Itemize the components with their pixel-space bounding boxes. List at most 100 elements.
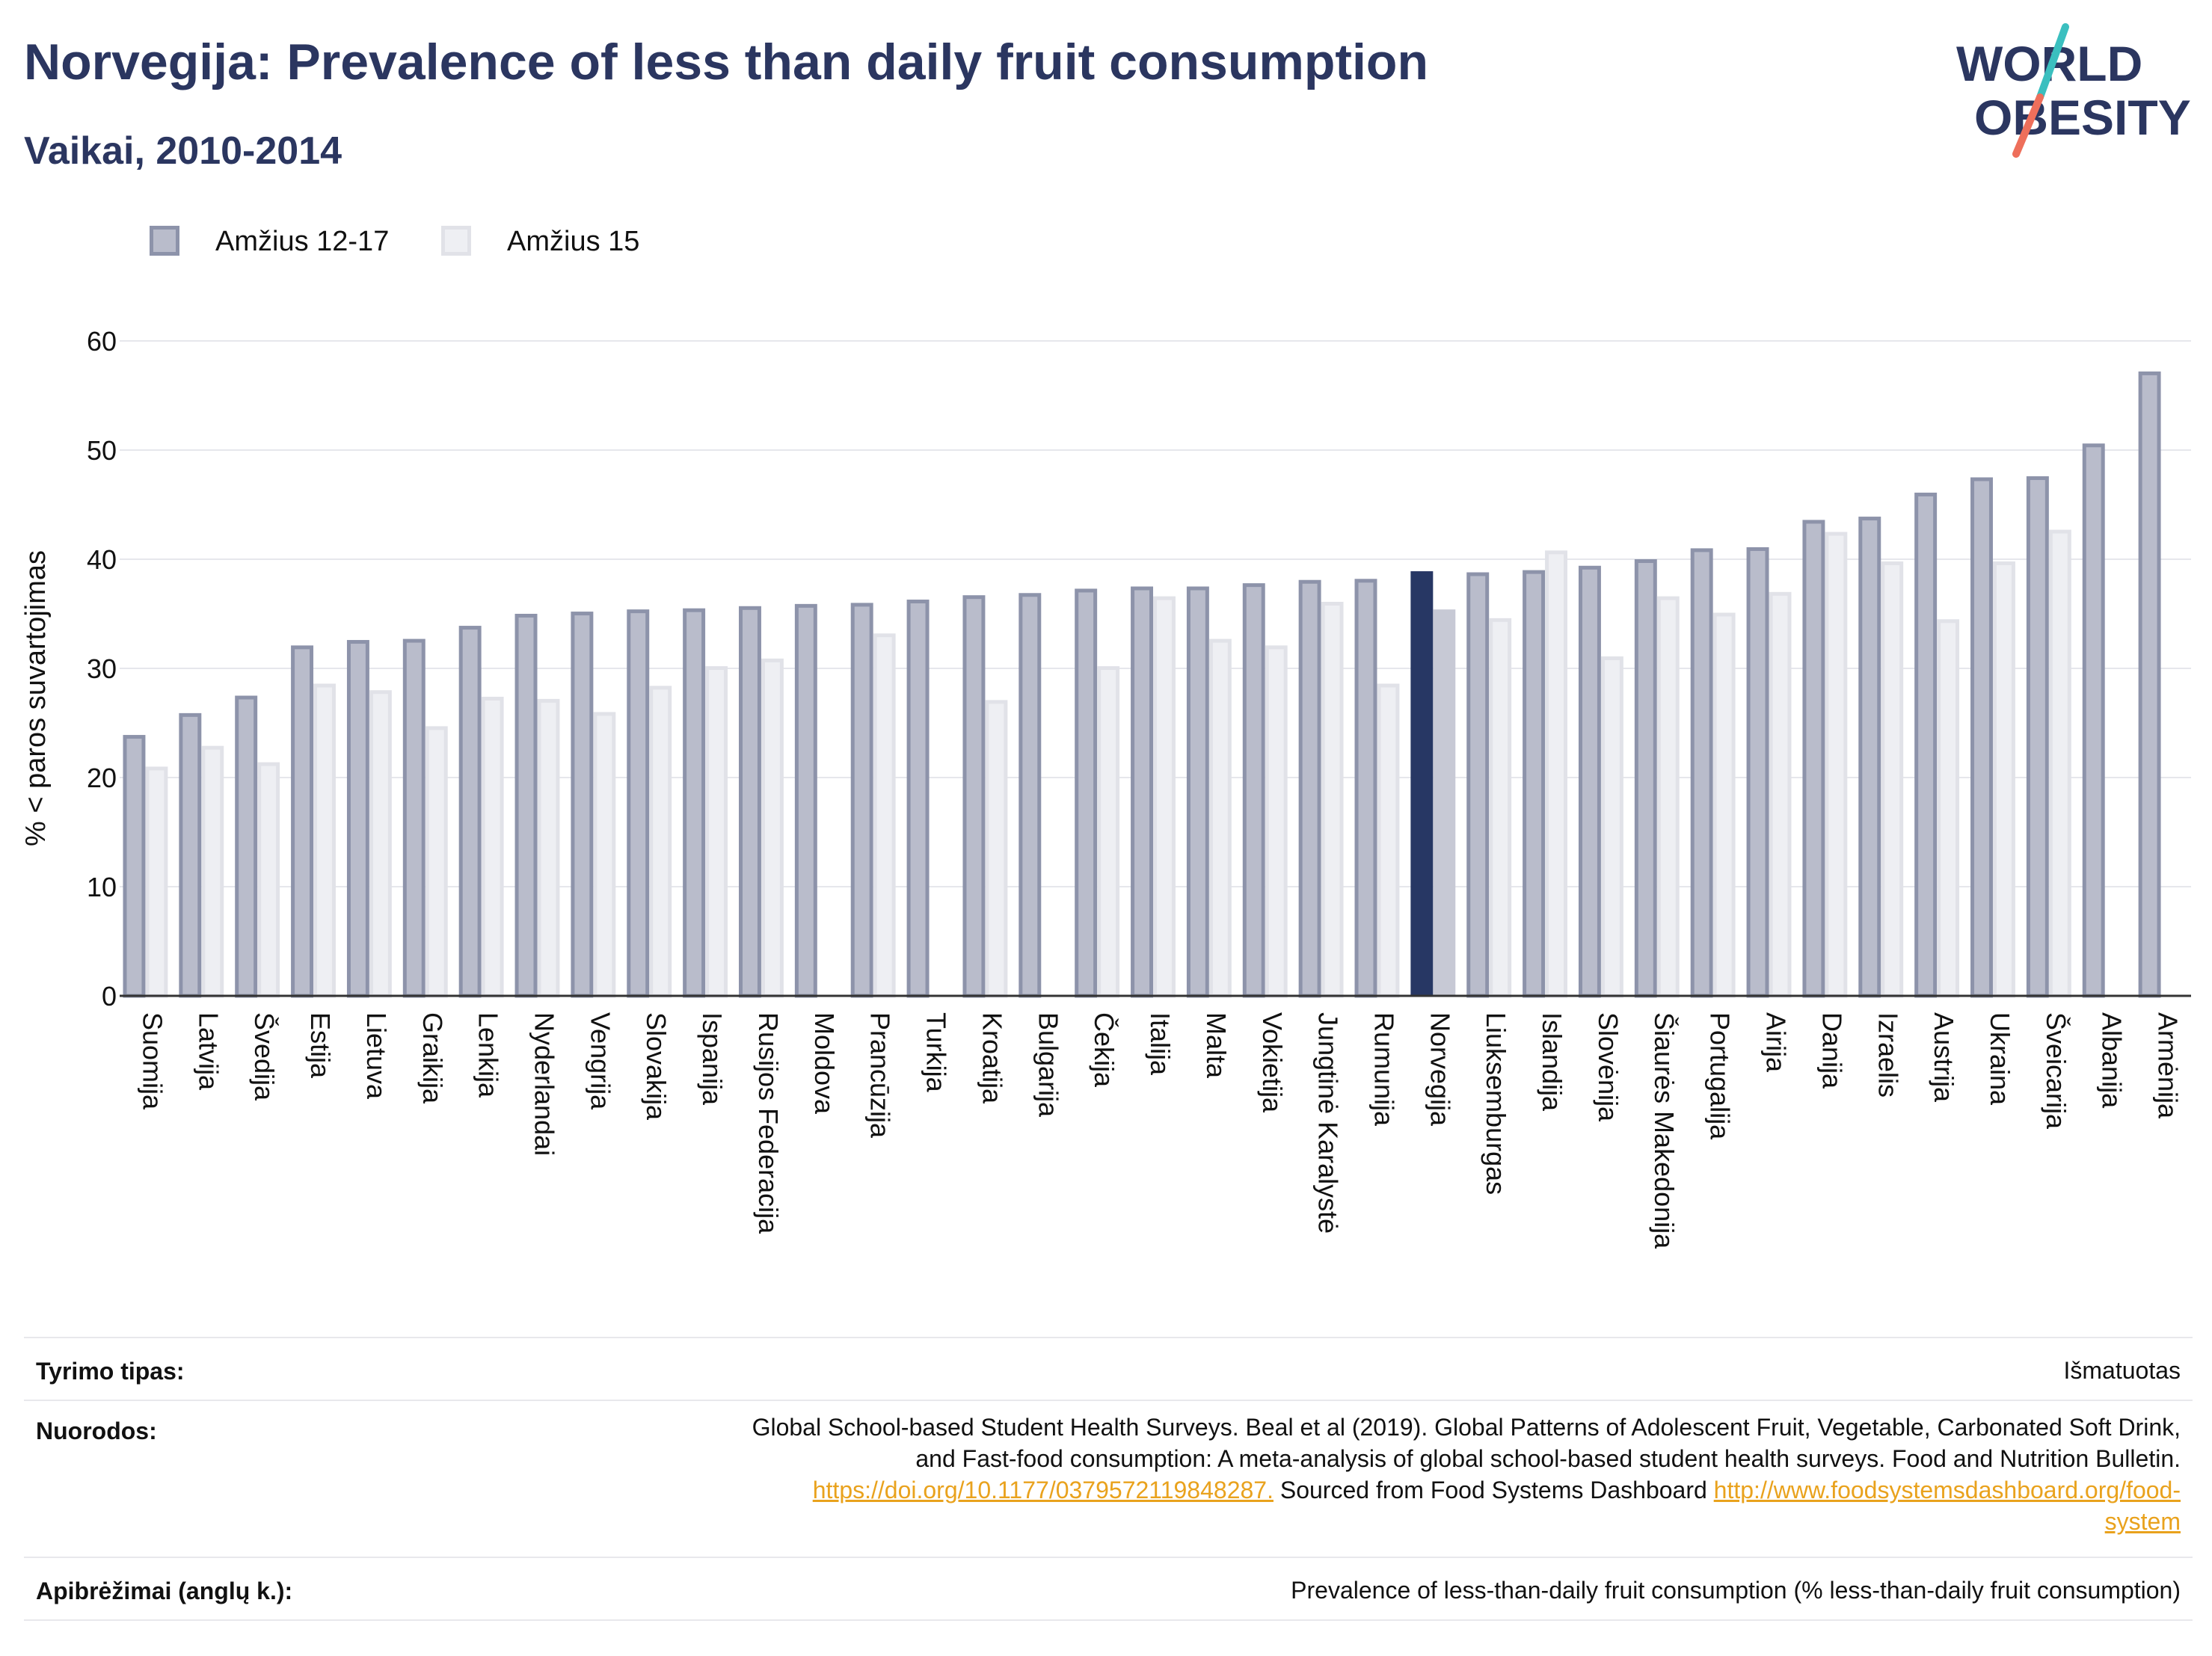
bar-series-2[interactable] bbox=[481, 696, 504, 998]
x-tick-label: Jungtinė Karalystė bbox=[1313, 1012, 1344, 1234]
x-tick-label: Portugalija bbox=[1705, 1012, 1736, 1140]
x-tick-label: Bulgarija bbox=[1033, 1012, 1063, 1118]
bar-series-1[interactable] bbox=[346, 640, 369, 998]
bar-series-2[interactable] bbox=[201, 745, 224, 998]
bar-series-2[interactable] bbox=[1712, 612, 1736, 998]
bar-series-1[interactable] bbox=[1186, 586, 1209, 998]
metadata-table: Tyrimo tipas: Išmatuotas Nuorodos: Globa… bbox=[24, 1337, 2193, 1621]
bar-series-1[interactable] bbox=[683, 608, 706, 998]
bar-series-1[interactable] bbox=[1466, 572, 1490, 998]
dashboard-link-part-2[interactable]: system bbox=[2104, 1508, 2181, 1535]
bar-series-1[interactable] bbox=[1131, 586, 1154, 998]
bar-series-1[interactable] bbox=[2138, 371, 2161, 998]
chart-bars bbox=[123, 371, 2161, 998]
bar-series-2[interactable] bbox=[1937, 619, 1960, 998]
doi-link[interactable]: https://doi.org/10.1177/0379572119848287… bbox=[812, 1477, 1274, 1503]
bar-series-2[interactable] bbox=[873, 633, 896, 998]
bar-series-1[interactable] bbox=[627, 609, 650, 998]
bar-series-1[interactable] bbox=[1523, 570, 1546, 998]
bar-series-2[interactable] bbox=[369, 690, 392, 998]
dashboard-link-part-1[interactable]: http://www.foodsystemsdashboard.org/food… bbox=[1713, 1477, 2181, 1503]
bar-series-1[interactable] bbox=[1075, 588, 1098, 998]
x-tick-label: Prancūzija bbox=[865, 1012, 896, 1139]
bar-series-1[interactable] bbox=[1242, 583, 1265, 998]
survey-type-value: Išmatuotas bbox=[2063, 1357, 2181, 1384]
references-mid-text: Sourced from Food Systems Dashboard bbox=[1273, 1477, 1714, 1503]
x-tick-label: Moldova bbox=[809, 1012, 840, 1115]
bar-series-1[interactable] bbox=[179, 712, 202, 998]
bar-series-1[interactable] bbox=[235, 695, 258, 998]
meta-row-references: Nuorodos: Global School-based Student He… bbox=[24, 1400, 2193, 1557]
bar-series-2[interactable] bbox=[145, 766, 168, 998]
bar-series-2[interactable] bbox=[649, 686, 672, 998]
x-tick-label: Lenkija bbox=[473, 1012, 504, 1098]
bar-series-2[interactable] bbox=[1321, 601, 1344, 998]
references-label: Nuorodos: bbox=[36, 1418, 157, 1444]
x-tick-label: Šveicarija bbox=[2041, 1012, 2071, 1130]
bar-series-1[interactable] bbox=[2082, 443, 2105, 998]
bar-series-2[interactable] bbox=[761, 658, 784, 998]
x-tick-label: Islandija bbox=[1537, 1012, 1567, 1112]
bar-series-2[interactable] bbox=[257, 762, 280, 998]
bar-series-1[interactable] bbox=[1914, 492, 1938, 998]
bar-series-2[interactable] bbox=[1881, 561, 1904, 998]
bar-series-2[interactable] bbox=[593, 712, 616, 998]
bar-series-2[interactable] bbox=[1545, 550, 1568, 998]
y-tick-label: 30 bbox=[87, 653, 117, 684]
bar-series-1[interactable] bbox=[739, 606, 761, 998]
bar-series-1[interactable] bbox=[1298, 579, 1321, 998]
bar-series-2[interactable] bbox=[985, 700, 1008, 998]
bar-series-1[interactable] bbox=[1634, 559, 1657, 998]
bar-series-2[interactable] bbox=[537, 698, 560, 998]
bar-series-2[interactable] bbox=[1769, 591, 1792, 998]
x-tick-label: Vengrija bbox=[585, 1012, 615, 1110]
bar-series-1[interactable] bbox=[402, 638, 425, 998]
bar-series-2[interactable] bbox=[2048, 529, 2071, 998]
bar-series-1[interactable] bbox=[123, 735, 146, 998]
x-tick-label: Latvija bbox=[193, 1012, 224, 1091]
bar-series-1[interactable] bbox=[1354, 579, 1377, 998]
bar-series-1[interactable] bbox=[1578, 565, 1601, 998]
logo-line2: OBESITY bbox=[1974, 90, 2191, 145]
x-tick-label: Švedija bbox=[249, 1012, 280, 1101]
references-line-3: https://doi.org/10.1177/0379572119848287… bbox=[752, 1474, 2181, 1506]
logo-slash-teal bbox=[2036, 23, 2069, 101]
bar-series-2[interactable] bbox=[425, 726, 448, 998]
x-tick-label: Ukraina bbox=[1985, 1012, 2015, 1106]
bar-series-2[interactable] bbox=[705, 666, 728, 998]
bar-series-1[interactable] bbox=[514, 614, 538, 998]
bar-series-1[interactable] bbox=[794, 603, 817, 998]
bar-series-2[interactable] bbox=[1265, 645, 1288, 998]
bar-series-1[interactable] bbox=[1410, 571, 1434, 996]
bar-series-1[interactable] bbox=[1746, 547, 1769, 998]
bar-series-1[interactable] bbox=[2026, 476, 2049, 998]
bar-series-1[interactable] bbox=[906, 600, 930, 998]
x-tick-label: Turkija bbox=[921, 1012, 952, 1093]
world-obesity-logo: WORLD OBESITY bbox=[1956, 23, 2191, 158]
y-tick-label: 20 bbox=[87, 763, 117, 793]
bar-series-1[interactable] bbox=[962, 595, 986, 998]
bar-series-2[interactable] bbox=[1600, 656, 1623, 998]
meta-row-survey-type: Tyrimo tipas: Išmatuotas bbox=[24, 1337, 2193, 1400]
bar-series-2[interactable] bbox=[1433, 609, 1456, 996]
bar-series-2[interactable] bbox=[1097, 666, 1120, 998]
bar-series-1[interactable] bbox=[1858, 517, 1881, 998]
x-tick-label: Ispanija bbox=[697, 1012, 728, 1106]
bar-series-1[interactable] bbox=[571, 612, 594, 998]
bar-series-2[interactable] bbox=[1377, 683, 1400, 998]
bar-series-1[interactable] bbox=[291, 645, 314, 998]
bar-series-2[interactable] bbox=[1153, 596, 1176, 998]
bar-series-2[interactable] bbox=[1825, 532, 1848, 998]
bar-series-1[interactable] bbox=[1690, 548, 1713, 998]
bar-series-1[interactable] bbox=[1802, 520, 1825, 998]
bar-series-2[interactable] bbox=[1656, 596, 1680, 998]
bar-series-2[interactable] bbox=[1489, 618, 1512, 998]
bar-series-2[interactable] bbox=[1208, 638, 1232, 998]
bar-series-1[interactable] bbox=[458, 626, 482, 998]
references-value: Global School-based Student Health Surve… bbox=[752, 1412, 2181, 1537]
bar-series-1[interactable] bbox=[1970, 477, 1993, 998]
bar-series-2[interactable] bbox=[1992, 561, 2015, 998]
bar-series-2[interactable] bbox=[313, 683, 336, 998]
bar-series-1[interactable] bbox=[1019, 593, 1042, 998]
bar-series-1[interactable] bbox=[850, 603, 873, 998]
